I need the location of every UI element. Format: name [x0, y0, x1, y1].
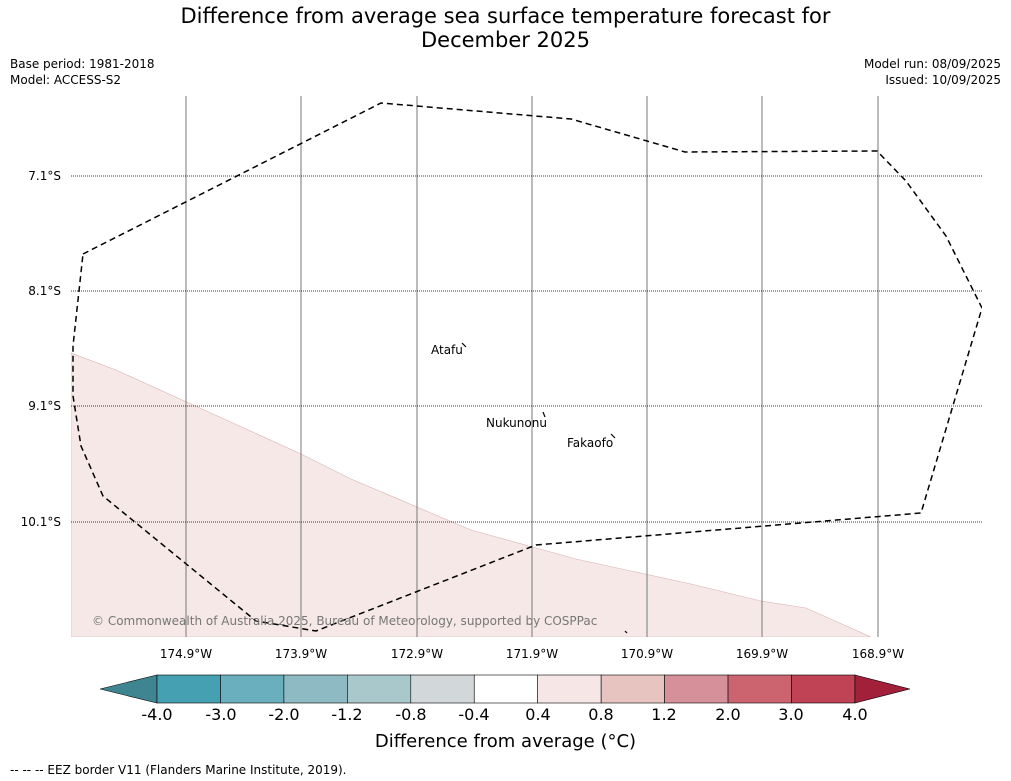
- colorbar-tick: 3.0: [778, 705, 804, 724]
- lat-label-1: 7.1°S: [28, 169, 61, 183]
- lon-label-4: 171.9°W: [505, 647, 559, 661]
- colorbar-tick: -1.2: [331, 705, 363, 724]
- colorbar-segment: [283, 674, 348, 704]
- colorbar-tick: -0.8: [395, 705, 427, 724]
- issued-date: Issued: 10/09/2025: [885, 73, 1001, 87]
- colorbar-segment: [347, 674, 412, 704]
- lon-label-3: 172.9°W: [390, 647, 444, 661]
- colorbar-tick: 0.8: [588, 705, 614, 724]
- lon-label-1: 174.9°W: [159, 647, 213, 661]
- lon-label-5: 170.9°W: [620, 647, 674, 661]
- eez-legend-footer: -- -- -- EEZ border V11 (Flanders Marine…: [10, 763, 347, 777]
- nukunonu-island: [542, 411, 546, 418]
- colorbar-segment: [156, 674, 221, 704]
- meta-left: Base period: 1981-2018 Model: ACCESS-S2: [10, 56, 155, 88]
- lon-label-7: 168.9°W: [851, 647, 905, 661]
- eez-border: [72, 102, 982, 632]
- copyright-notice: © Commonwealth of Australia 2025, Bureau…: [92, 614, 598, 628]
- colorbar-tick: 1.2: [651, 705, 677, 724]
- title-line-1: Difference from average sea surface temp…: [180, 4, 831, 28]
- map-canvas: [71, 96, 982, 637]
- colorbar-segment: [600, 674, 665, 704]
- island-label-fakaofo: Fakaofo: [567, 436, 614, 450]
- lat-label-2: 8.1°S: [28, 284, 61, 298]
- colorbar-label: Difference from average (°C): [374, 731, 637, 752]
- map-title: Difference from average sea surface temp…: [0, 4, 1011, 52]
- meta-right: Model run: 08/09/2025 Issued: 10/09/2025: [864, 56, 1001, 88]
- colorbar-tick: 4.0: [842, 705, 868, 724]
- colorbar-tick: -4.0: [141, 705, 173, 724]
- colorbar: [100, 674, 911, 704]
- lat-label-3: 9.1°S: [28, 399, 61, 413]
- colorbar-segment: [664, 674, 729, 704]
- atafu-island: [461, 342, 467, 348]
- lat-label-4: 10.1°S: [20, 515, 61, 529]
- map-area: [71, 96, 982, 637]
- island-label-nukunonu: Nukunonu: [486, 416, 547, 430]
- colorbar-segment: [220, 674, 285, 704]
- meridian-lines: [185, 96, 879, 637]
- colorbar-tick: 0.4: [525, 705, 551, 724]
- base-period: Base period: 1981-2018: [10, 57, 155, 71]
- colorbar-segment: [727, 674, 792, 704]
- title-line-2: December 2025: [420, 28, 590, 52]
- colorbar-tick: 2.0: [715, 705, 741, 724]
- colorbar-extend-low: [100, 674, 158, 704]
- fakaofo-island: [610, 433, 616, 439]
- model-name: Model: ACCESS-S2: [10, 73, 122, 87]
- colorbar-tick: -0.4: [458, 705, 490, 724]
- colorbar-extend-high: [854, 674, 911, 704]
- model-run: Model run: 08/09/2025: [863, 57, 1001, 71]
- island-label-atafu: Atafu: [431, 343, 463, 357]
- lon-label-6: 169.9°W: [735, 647, 789, 661]
- colorbar-segment: [473, 674, 539, 704]
- anomaly-shading: [71, 352, 872, 637]
- colorbar-segment: [791, 674, 856, 704]
- colorbar-segment: [537, 674, 602, 704]
- colorbar-tick: -3.0: [205, 705, 237, 724]
- small-island: [624, 630, 628, 634]
- lon-label-2: 173.9°W: [274, 647, 328, 661]
- colorbar-tick: -2.0: [268, 705, 300, 724]
- colorbar-segment: [410, 674, 475, 704]
